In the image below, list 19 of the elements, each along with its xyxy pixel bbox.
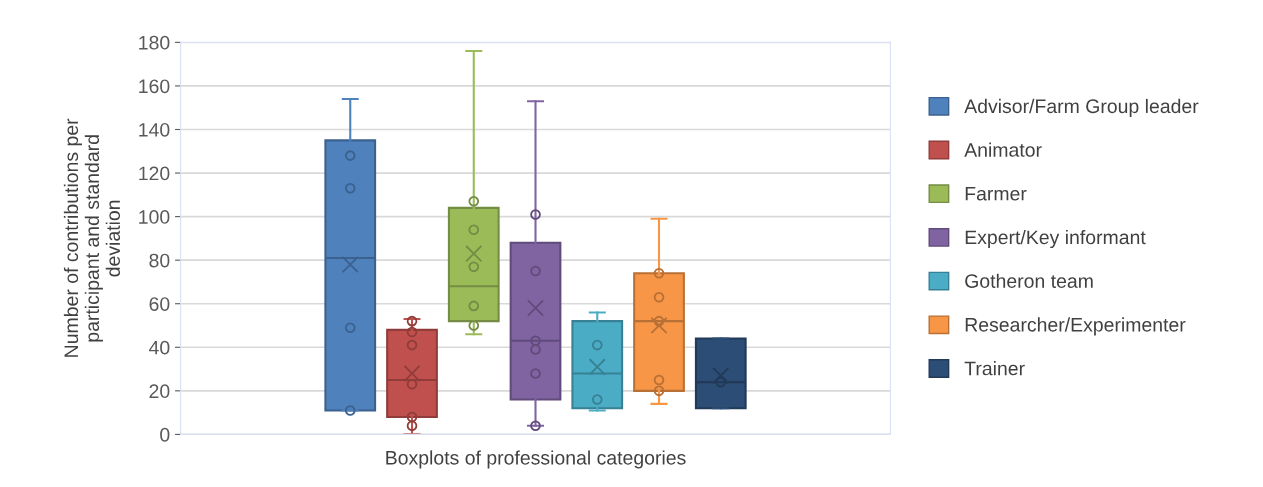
- legend-label: Trainer: [964, 361, 1025, 376]
- y-tick-label: 40: [149, 340, 170, 355]
- y-axis-title: Number of contributions per participant and standard deviation: [63, 118, 121, 357]
- legend-label: Animator: [964, 142, 1042, 157]
- legend-label: Expert/Key informant: [965, 229, 1146, 249]
- y-tick-label: 120: [139, 166, 170, 181]
- y-tick-label: 140: [139, 122, 170, 137]
- y-tick-label: 60: [149, 297, 170, 311]
- legend-label: Farmer: [965, 186, 1027, 201]
- legend-label: Researcher/Experimenter: [965, 317, 1186, 336]
- legend-label: Advisor/Farm Group leader: [964, 98, 1199, 117]
- y-tick-label: 180: [139, 35, 170, 50]
- y-tick-label: 160: [139, 79, 170, 94]
- y-tick-label: 80: [149, 253, 170, 268]
- legend-label: Gotheron team: [965, 273, 1093, 288]
- x-axis-title: Boxplots of professional categories: [386, 450, 686, 469]
- y-tick-label: 0: [160, 427, 170, 442]
- y-tick-label: 20: [149, 384, 170, 399]
- y-tick-label: 100: [139, 210, 170, 224]
